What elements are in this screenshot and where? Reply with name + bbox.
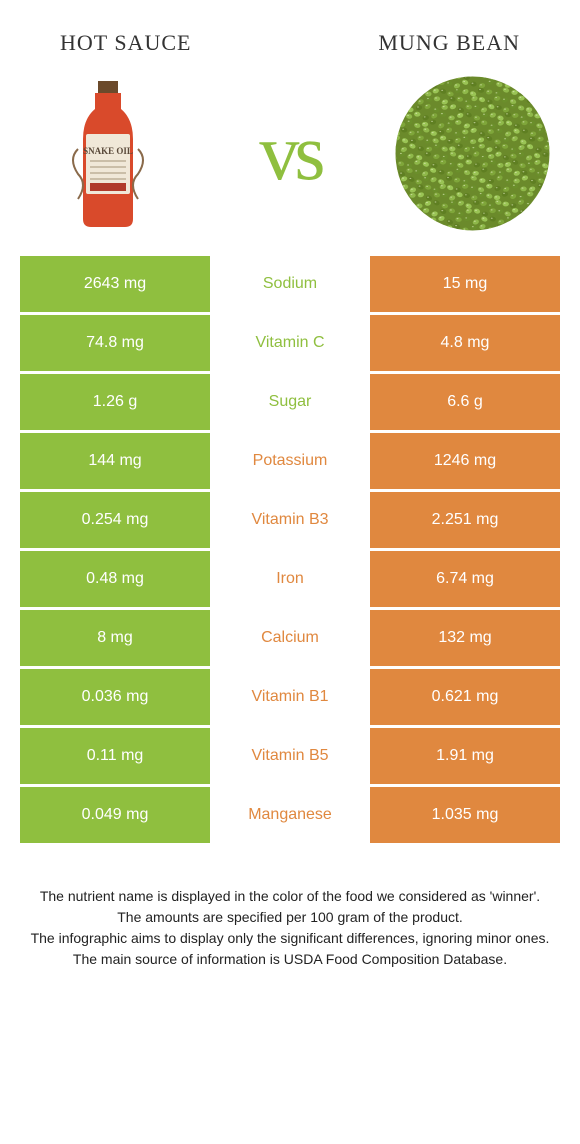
nutrient-name-cell: Vitamin B3 — [210, 492, 370, 548]
right-value-cell: 1.91 mg — [370, 728, 560, 784]
nutrient-row: 0.11 mgVitamin B51.91 mg — [20, 728, 560, 784]
nutrient-row: 144 mgPotassium1246 mg — [20, 433, 560, 489]
nutrient-row: 8 mgCalcium132 mg — [20, 610, 560, 666]
nutrient-row: 0.254 mgVitamin B32.251 mg — [20, 492, 560, 548]
right-value-cell: 1.035 mg — [370, 787, 560, 843]
hot-sauce-image: SNAKE OIL — [30, 76, 185, 231]
footer-line-4: The main source of information is USDA F… — [30, 949, 550, 970]
nutrient-table: 2643 mgSodium15 mg74.8 mgVitamin C4.8 mg… — [0, 256, 580, 843]
nutrient-name-cell: Manganese — [210, 787, 370, 843]
nutrient-name-cell: Vitamin B5 — [210, 728, 370, 784]
nutrient-name-cell: Vitamin C — [210, 315, 370, 371]
nutrient-row: 0.48 mgIron6.74 mg — [20, 551, 560, 607]
left-value-cell: 8 mg — [20, 610, 210, 666]
bottle-icon: SNAKE OIL — [63, 79, 153, 229]
nutrient-row: 0.049 mgManganese1.035 mg — [20, 787, 560, 843]
nutrient-row: 0.036 mgVitamin B10.621 mg — [20, 669, 560, 725]
left-value-cell: 2643 mg — [20, 256, 210, 312]
footer-notes: The nutrient name is displayed in the co… — [0, 846, 580, 990]
footer-line-1: The nutrient name is displayed in the co… — [30, 886, 550, 907]
nutrient-name-cell: Calcium — [210, 610, 370, 666]
right-food-title: Mung bean — [378, 30, 520, 56]
left-value-cell: 0.11 mg — [20, 728, 210, 784]
left-value-cell: 0.254 mg — [20, 492, 210, 548]
right-value-cell: 132 mg — [370, 610, 560, 666]
nutrient-row: 1.26 gSugar6.6 g — [20, 374, 560, 430]
nutrient-name-cell: Sodium — [210, 256, 370, 312]
header: Hot sauce Mung bean — [0, 0, 580, 66]
right-value-cell: 6.6 g — [370, 374, 560, 430]
right-value-cell: 2.251 mg — [370, 492, 560, 548]
images-row: SNAKE OIL vs — [0, 66, 580, 256]
footer-line-3: The infographic aims to display only the… — [30, 928, 550, 949]
right-value-cell: 15 mg — [370, 256, 560, 312]
nutrient-row: 2643 mgSodium15 mg — [20, 256, 560, 312]
nutrient-name-cell: Sugar — [210, 374, 370, 430]
nutrient-name-cell: Vitamin B1 — [210, 669, 370, 725]
left-value-cell: 0.036 mg — [20, 669, 210, 725]
svg-text:SNAKE OIL: SNAKE OIL — [83, 146, 133, 156]
left-value-cell: 1.26 g — [20, 374, 210, 430]
left-value-cell: 0.48 mg — [20, 551, 210, 607]
left-value-cell: 0.049 mg — [20, 787, 210, 843]
left-value-cell: 144 mg — [20, 433, 210, 489]
left-value-cell: 74.8 mg — [20, 315, 210, 371]
right-value-cell: 1246 mg — [370, 433, 560, 489]
footer-line-2: The amounts are specified per 100 gram o… — [30, 907, 550, 928]
nutrient-name-cell: Potassium — [210, 433, 370, 489]
right-value-cell: 4.8 mg — [370, 315, 560, 371]
beans-icon — [395, 76, 550, 231]
nutrient-name-cell: Iron — [210, 551, 370, 607]
right-value-cell: 0.621 mg — [370, 669, 560, 725]
mung-bean-image — [395, 76, 550, 231]
right-value-cell: 6.74 mg — [370, 551, 560, 607]
nutrient-row: 74.8 mgVitamin C4.8 mg — [20, 315, 560, 371]
left-food-title: Hot sauce — [60, 30, 191, 56]
vs-label: vs — [259, 108, 320, 199]
